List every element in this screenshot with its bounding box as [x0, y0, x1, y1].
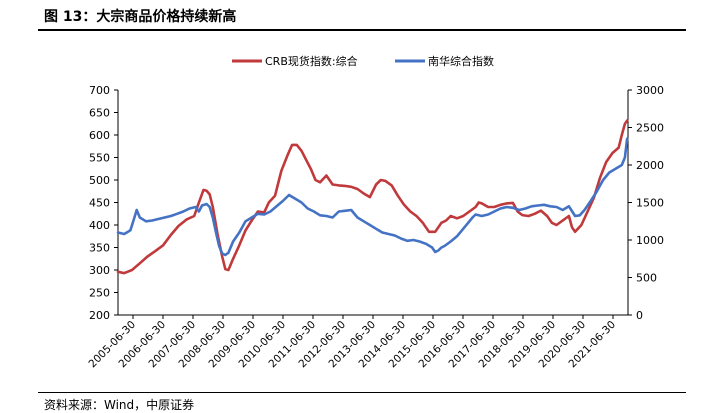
y-left-tick-label: 550	[89, 152, 110, 165]
y-left-tick-label: 450	[89, 197, 110, 210]
y-left-tick-label: 400	[89, 219, 110, 232]
figure-title: 图 13：大宗商品价格持续新高	[44, 9, 237, 25]
plot-area: 200 250 300 350 400 450 500 550 600 650 700 0 500 100…	[86, 84, 664, 370]
series-line-crb	[116, 119, 629, 275]
source-note: 资料来源：Wind，中原证券	[44, 398, 195, 412]
line-chart: CRB现货指数:综合 南华综合指数 200 250 300 350 400 450 500 5…	[86, 54, 664, 370]
y-right-tick-label: 1000	[636, 234, 664, 247]
series-line-nanhua	[116, 137, 629, 257]
legend: CRB现货指数:综合 南华综合指数	[232, 54, 494, 68]
legend-label-crb: CRB现货指数:综合	[265, 54, 358, 68]
footer-rule	[38, 392, 686, 393]
title-rule	[38, 29, 686, 31]
y-right-tick-label: 1500	[636, 197, 664, 210]
y-right-tick-label: 2500	[636, 122, 664, 135]
legend-label-nanhua: 南华综合指数	[428, 54, 494, 68]
y-right-tick-label: 3000	[636, 84, 664, 97]
y-right-tick-label: 0	[636, 309, 643, 322]
y-left-tick-label: 300	[89, 264, 110, 277]
y-left-tick-label: 350	[89, 242, 110, 255]
y-right-tick-label: 2000	[636, 159, 664, 172]
y-left-tick-label: 250	[89, 287, 110, 300]
y-left-tick-label: 700	[89, 84, 110, 97]
y-right-tick-label: 500	[636, 272, 657, 285]
y-left-tick-label: 600	[89, 129, 110, 142]
y-left-tick-label: 200	[89, 309, 110, 322]
y-left-tick-label: 500	[89, 174, 110, 187]
y-left-tick-label: 650	[89, 107, 110, 120]
